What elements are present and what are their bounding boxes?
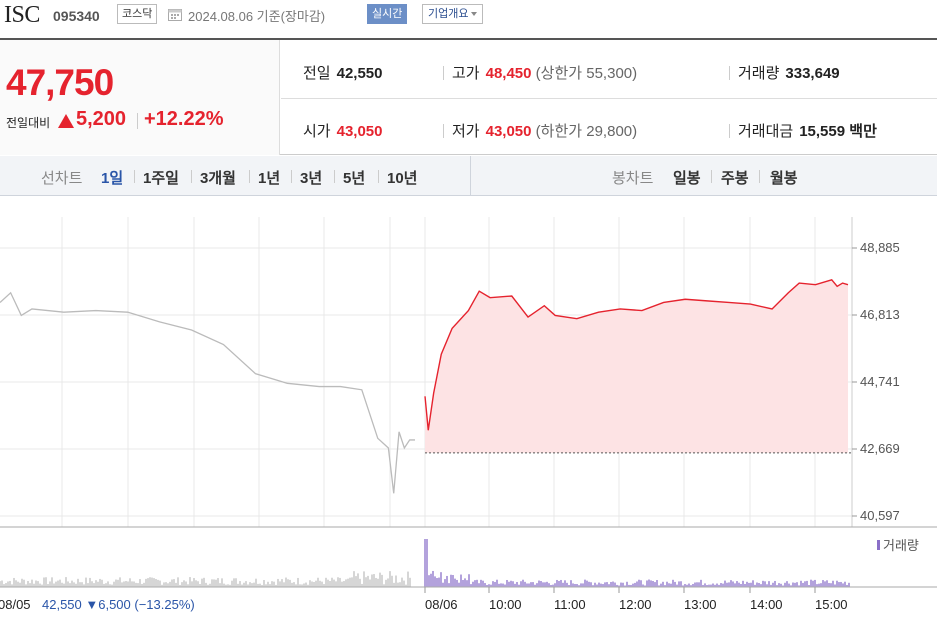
company-overview-label: 기업개요 [428,8,469,20]
day-low: 저가 43,050 (하한가 29,800) [443,120,637,141]
tab-3y[interactable]: 3년 [300,170,323,187]
divider [191,170,192,183]
volume-legend-label: 거래량 [883,538,919,553]
change-amount: 5,200 [76,108,127,130]
divider [137,113,138,129]
divider [729,124,730,138]
quote-panel: 47,750 전일대비 5,200 +12.22% 전일 42,550 고가 48,… [0,38,937,155]
x-axis: 08/05 08/06 10:00 11:00 12:00 13:00 14:00 15:00… [0,586,937,612]
turnover-label: 거래대금 [738,123,794,140]
intraday-chart[interactable]: 48,885 46,813 44,741 42,669 40,597 거래량 08/05… [0,197,937,639]
y-axis: 48,885 46,813 44,741 42,669 40,597 [852,240,900,523]
up-triangle-icon [58,114,74,128]
lower-limit-label: (하한가 [535,123,583,140]
turnover: 거래대금 15,559 백만 [729,120,877,141]
divider [470,156,471,196]
y-tick-label: 44,741 [860,374,900,389]
volume: 거래량 333,649 [729,62,840,83]
tab-5y[interactable]: 5년 [343,170,366,187]
x-tick-label: 08/06 [425,597,458,612]
low-label: 저가 [452,123,480,140]
y-tick-label: 46,813 [860,307,900,322]
tab-weekly-candle[interactable]: 주봉 [721,170,749,187]
divider [249,170,250,183]
y-tick-label: 42,669 [860,441,900,456]
divider [281,98,937,99]
change-percent: +12.22% [144,108,224,130]
calendar-icon [168,9,182,21]
tab-monthly-candle[interactable]: 월봉 [770,170,798,187]
change-label: 전일대비 [6,116,51,130]
divider [443,66,444,80]
divider [443,124,444,138]
divider [134,170,135,183]
x-tick-label: 15:00 [815,597,848,612]
upper-limit-value: 55,300) [586,65,638,82]
y-tick-label: 48,885 [860,240,900,255]
volume-value: 333,649 [785,65,840,82]
tab-1y[interactable]: 1년 [258,170,281,187]
stock-header: ISC 095340 코스닥 2024.08.06 기준(장마감) 실시간 기업… [0,0,937,34]
day-high: 고가 48,450 (상한가 55,300) [443,62,637,83]
line-chart-label: 선차트 [41,170,83,187]
turnover-unit: 백만 [849,123,877,140]
x-tick-label: 10:00 [489,597,522,612]
divider [729,66,730,80]
volume-label: 거래량 [738,65,780,82]
high-value: 48,450 [485,65,532,82]
prev-close-label: 전일 [303,65,331,82]
x-tick-label: 08/05 [0,597,31,612]
x-tick-label: 12:00 [619,597,652,612]
turnover-value: 15,559 [799,123,846,140]
open-label: 시가 [303,123,331,140]
volume-legend-swatch [877,540,880,550]
stock-name: ISC [4,2,40,28]
lower-limit-value: 29,800) [586,123,638,140]
price-area [425,279,848,453]
upper-limit-label: (상한가 [535,65,583,82]
volume-panel: 거래량 [0,538,937,588]
tab-1d[interactable]: 1일 [101,170,124,187]
divider [334,170,335,183]
open-value: 43,050 [336,123,383,140]
prev-day-summary: 42,550 ▼6,500 (−13.25%) [42,597,195,612]
today-series [424,279,852,454]
current-price: 47,750 [6,62,114,103]
stock-code: 095340 [53,8,100,24]
low-value: 43,050 [485,123,532,140]
candle-chart-label: 봉차트 [612,170,654,187]
company-overview-dropdown[interactable]: 기업개요 [422,4,484,24]
current-price-box: 47,750 전일대비 5,200 +12.22% [0,40,280,155]
tab-1w[interactable]: 1주일 [143,170,179,187]
x-tick-label: 11:00 [554,597,586,612]
y-tick-label: 40,597 [860,508,900,523]
x-tick-label: 14:00 [750,597,783,612]
prev-close: 전일 42,550 [303,62,383,83]
market-badge: 코스닥 [117,4,158,24]
divider [711,170,712,183]
high-label: 고가 [452,65,480,82]
x-tick-label: 13:00 [684,597,717,612]
divider [291,170,292,183]
quote-date: 2024.08.06 기준(장마감) [188,9,326,24]
prev-day-series [0,291,415,494]
realtime-button[interactable]: 실시간 [367,4,408,24]
chevron-down-icon [471,12,478,17]
chart-period-tabs: 선차트 1일 1주일 3개월 1년 3년 5년 10년 봉차트 일봉 주봉 월봉 [0,156,937,196]
tab-daily-candle[interactable]: 일봉 [673,170,701,187]
open-price: 시가 43,050 [303,120,383,141]
tab-10y[interactable]: 10년 [387,170,418,187]
prev-day-line [0,291,415,494]
price-line [424,279,849,431]
divider [378,170,379,183]
tab-3m[interactable]: 3개월 [200,170,236,187]
prev-close-value: 42,550 [336,65,383,82]
divider [759,170,760,183]
